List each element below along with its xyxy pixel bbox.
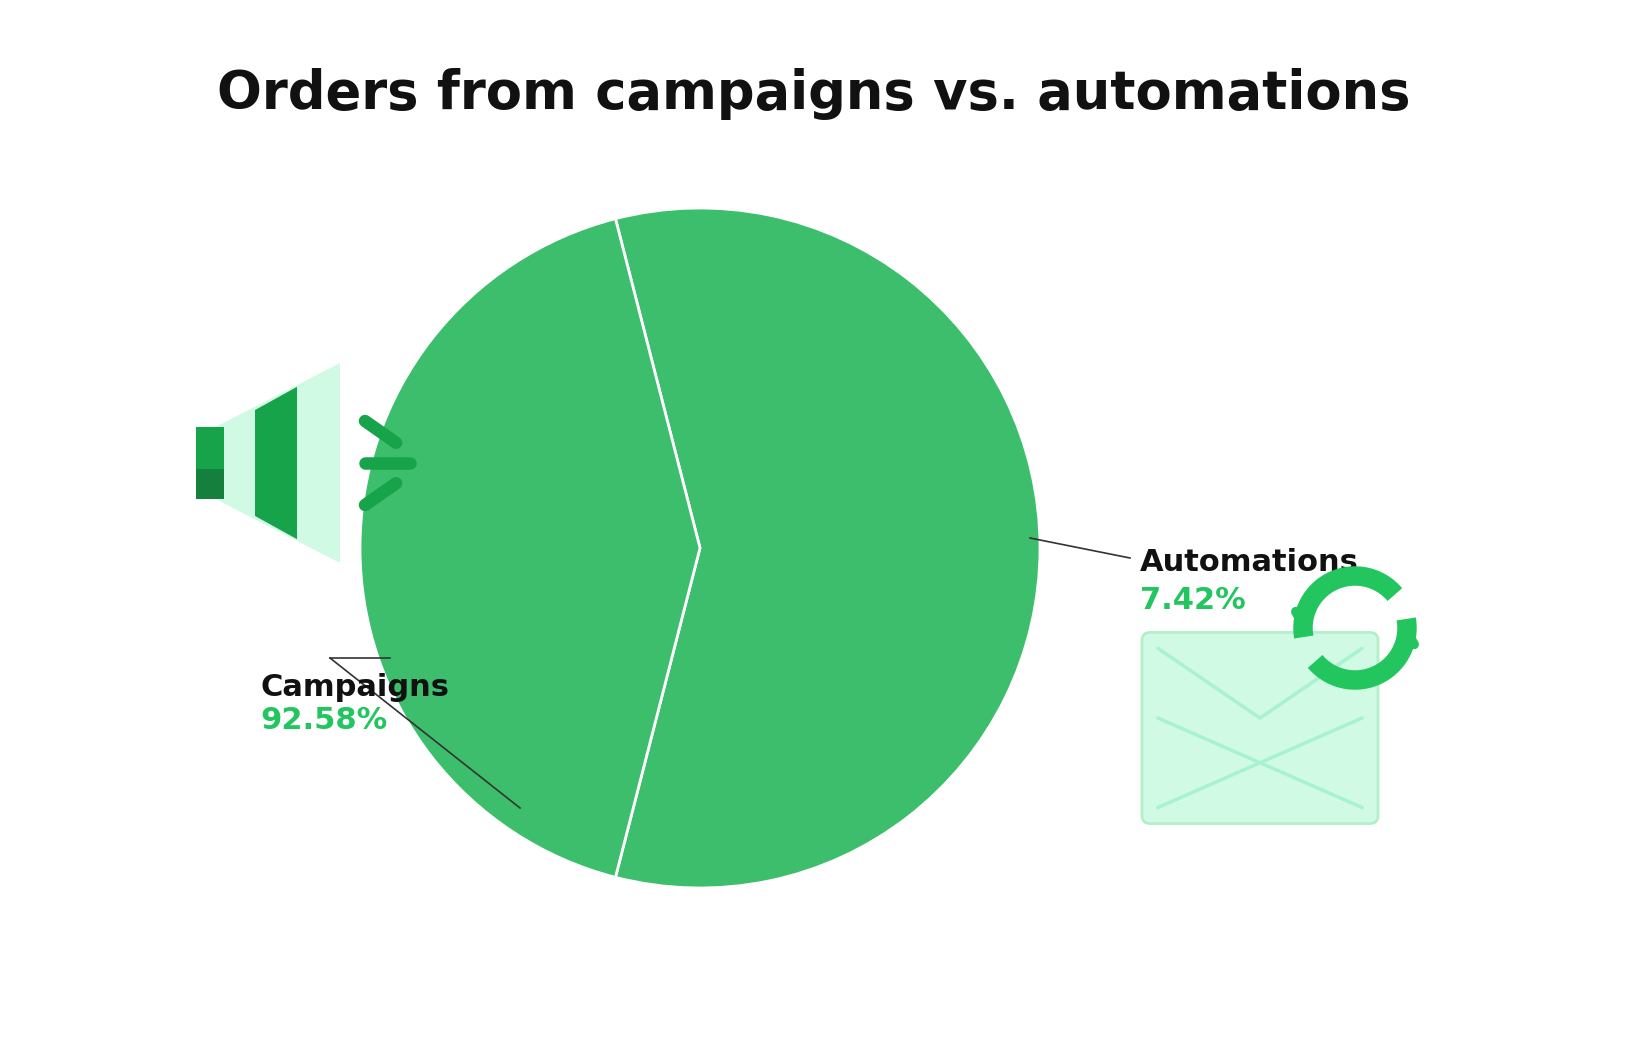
Text: 7.42%: 7.42% [1140, 586, 1245, 614]
Text: Orders from campaigns vs. automations: Orders from campaigns vs. automations [217, 69, 1411, 120]
Polygon shape [256, 387, 296, 539]
Text: Automations: Automations [1140, 548, 1359, 577]
Bar [195, 427, 225, 499]
Bar [195, 469, 225, 499]
Text: Campaigns: Campaigns [260, 673, 449, 702]
FancyBboxPatch shape [1141, 632, 1377, 823]
Wedge shape [615, 208, 1040, 887]
Polygon shape [200, 363, 340, 563]
Wedge shape [360, 219, 700, 877]
Text: 92.58%: 92.58% [260, 706, 387, 735]
